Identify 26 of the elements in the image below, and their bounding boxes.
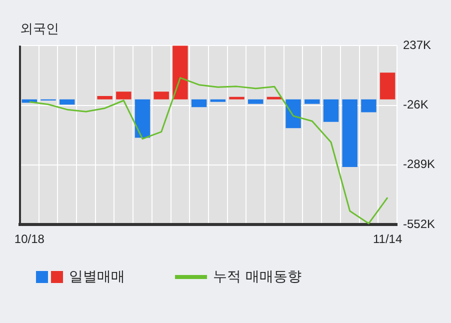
bar xyxy=(134,99,150,138)
y-tick-label: -26K xyxy=(402,98,428,112)
bar xyxy=(361,99,376,112)
x-tick-label: 10/18 xyxy=(14,232,45,246)
chart-title: 외국인 xyxy=(20,22,59,38)
y-tick-label: -552K xyxy=(402,216,436,231)
bar xyxy=(286,99,301,128)
bar xyxy=(380,72,396,100)
bar xyxy=(229,96,244,100)
bar xyxy=(154,92,169,100)
legend-label: 일별매매 xyxy=(69,268,125,286)
bar xyxy=(116,92,132,100)
bar xyxy=(210,99,226,102)
bar xyxy=(323,99,339,122)
bar xyxy=(60,99,75,105)
y-tick-label: 237K xyxy=(402,38,432,52)
y-tick-label: -289K xyxy=(402,157,436,172)
x-tick-label: 11/14 xyxy=(372,232,402,246)
bar xyxy=(342,99,358,167)
legend-label: 누적 매매동향 xyxy=(213,268,302,286)
bar xyxy=(266,96,282,100)
bar xyxy=(304,99,320,104)
bar xyxy=(191,99,207,108)
bar xyxy=(172,46,188,100)
bar xyxy=(248,99,264,104)
bar xyxy=(97,96,112,100)
